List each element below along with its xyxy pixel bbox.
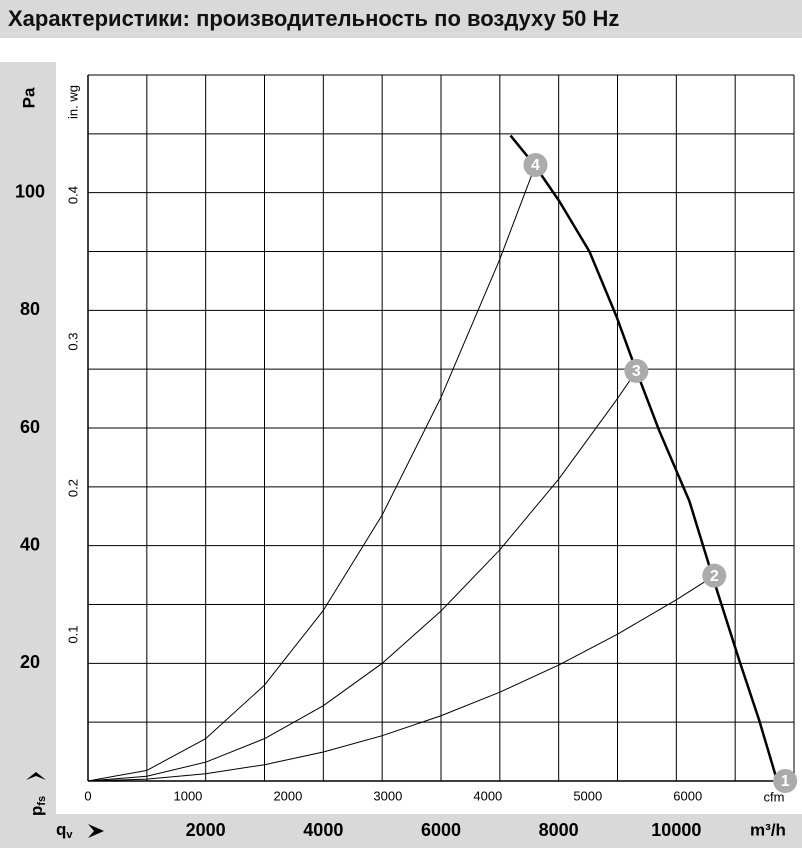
operating-point-label: 1 [781,773,790,790]
x-symbol-main: q [56,820,66,839]
y-tick-label: 80 [20,299,40,319]
y2-tick-label: 0.3 [65,333,80,351]
y-symbol: pfs [27,796,47,816]
x2-tick-label: 0 [84,788,91,803]
title-bar [0,0,802,38]
y-symbol-main: p [27,806,46,816]
x-symbol-sub: v [66,829,73,841]
y2-tick-label: 0.4 [65,186,80,204]
x-tick-label: 8000 [539,820,579,840]
y-tick-label: 100 [15,181,45,201]
x2-tick-label: 2000 [273,788,302,803]
operating-point-label: 3 [632,363,641,380]
y-symbol-sub: fs [36,796,48,806]
x-tick-label: 4000 [303,820,343,840]
y2-axis-label: in. wg [65,85,80,119]
curve [87,370,637,782]
x2-axis-label: cfm [764,789,785,804]
curve [509,134,779,782]
y-axis-band [0,62,56,814]
x-axis-label: m³/h [750,820,786,839]
x2-tick-label: 4000 [473,788,502,803]
x-tick-label: 10000 [651,820,701,840]
operating-point [702,563,727,588]
x-tick-label: 6000 [421,820,461,840]
x-tick-label: 2000 [186,820,226,840]
y2-tick-label: 0.2 [65,479,80,497]
x2-tick-label: 6000 [673,788,702,803]
x2-tick-label: 1000 [173,788,202,803]
x-axis-band [0,814,802,848]
y-tick-label: 60 [20,417,40,437]
y-tick-label: 40 [20,534,40,554]
y-arrow [26,772,46,780]
y-axis-label: Pa [19,87,38,108]
curve [87,164,536,782]
operating-point [523,153,548,178]
operating-point-label: 2 [710,568,719,585]
operating-point-label: 4 [531,157,540,174]
x-arrow [88,824,104,838]
y-tick-label: 20 [20,652,40,672]
chart-title: Характеристики: производительность по во… [8,6,619,31]
x-symbol: qv [56,820,73,840]
x2-tick-label: 3000 [373,788,402,803]
y2-tick-label: 0.1 [65,625,80,643]
operating-point [624,358,649,383]
curve [87,575,715,782]
x2-tick-label: 5000 [573,788,602,803]
operating-point [773,769,798,793]
